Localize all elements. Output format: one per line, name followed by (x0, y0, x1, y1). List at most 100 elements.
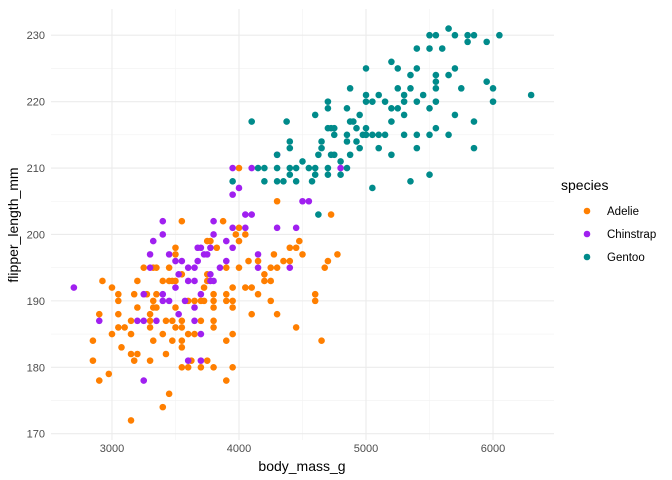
data-point-gentoo (489, 98, 497, 105)
data-point-adelie (210, 363, 217, 371)
series-gentoo (229, 25, 535, 218)
data-point-chinstrap (175, 271, 182, 278)
data-point-adelie (219, 217, 227, 225)
data-point-gentoo (343, 131, 351, 139)
data-point-adelie (165, 264, 173, 271)
data-point-gentoo (362, 91, 370, 99)
data-point-gentoo (273, 178, 281, 185)
legend-label: Gentoo (607, 252, 645, 264)
data-point-gentoo (353, 138, 360, 145)
data-point-gentoo (346, 85, 354, 92)
data-point-gentoo (400, 131, 408, 139)
data-point-gentoo (375, 131, 383, 139)
data-point-adelie (222, 290, 230, 298)
data-point-gentoo (343, 138, 351, 145)
data-point-gentoo (464, 38, 471, 46)
x-tick-label: 3000 (100, 443, 124, 455)
data-point-chinstrap (184, 357, 192, 364)
data-point-chinstrap (273, 224, 281, 232)
data-point-gentoo (324, 104, 332, 112)
data-point-gentoo (375, 144, 383, 152)
data-point-chinstrap (254, 264, 262, 271)
data-point-adelie (318, 337, 325, 345)
data-point-chinstrap (299, 197, 306, 205)
data-point-adelie (146, 310, 154, 318)
data-point-adelie (130, 357, 138, 364)
x-axis-ticks: 3000 4000 5000 6000 (100, 443, 506, 455)
data-point-adelie (172, 251, 179, 258)
data-point-gentoo (457, 85, 465, 92)
data-point-gentoo (369, 184, 376, 192)
data-point-gentoo (362, 98, 370, 105)
data-point-adelie (254, 290, 262, 298)
data-point-gentoo (451, 31, 459, 39)
data-point-gentoo (362, 131, 370, 139)
data-point-chinstrap (165, 251, 173, 258)
data-point-chinstrap (194, 257, 202, 265)
data-point-adelie (178, 217, 186, 225)
data-point-gentoo (273, 151, 281, 159)
data-point-chinstrap (229, 191, 236, 198)
data-point-adelie (292, 324, 300, 331)
y-tick-label: 210 (27, 163, 45, 175)
data-point-adelie (127, 417, 135, 424)
data-point-adelie (95, 377, 103, 384)
data-point-chinstrap (159, 231, 167, 238)
data-point-adelie (273, 310, 281, 318)
data-point-adelie (115, 290, 122, 298)
data-point-adelie (121, 324, 128, 331)
legend-label: Chinstrap (607, 229, 656, 241)
data-point-gentoo (432, 124, 440, 132)
data-point-chinstrap (203, 251, 211, 258)
data-point-adelie (184, 363, 192, 371)
data-point-adelie (267, 264, 275, 271)
data-point-adelie (261, 271, 268, 278)
data-point-gentoo (337, 158, 344, 165)
data-point-adelie (248, 310, 255, 318)
y-tick-label: 190 (27, 296, 45, 308)
legend-label: Adelie (607, 206, 639, 218)
data-point-adelie (286, 244, 294, 252)
x-axis-title: body_mass_g (258, 458, 345, 474)
data-point-adelie (159, 403, 167, 411)
data-point-gentoo (248, 118, 255, 125)
data-point-adelie (153, 290, 160, 298)
data-point-gentoo (400, 98, 408, 105)
data-point-adelie (99, 277, 106, 285)
data-point-adelie (222, 377, 230, 384)
data-point-adelie (299, 251, 306, 258)
data-point-adelie (159, 277, 167, 285)
legend-key-gentoo (583, 253, 591, 261)
data-point-gentoo (394, 104, 402, 112)
data-point-adelie (127, 350, 135, 358)
data-point-gentoo (286, 138, 294, 145)
data-point-gentoo (470, 144, 478, 152)
data-point-gentoo (394, 65, 402, 72)
data-point-gentoo (426, 131, 433, 139)
data-point-gentoo (330, 151, 338, 159)
data-point-chinstrap (178, 257, 186, 265)
data-point-chinstrap (191, 264, 198, 271)
data-point-chinstrap (134, 317, 141, 325)
data-point-adelie (222, 297, 230, 305)
data-point-chinstrap (254, 251, 262, 258)
data-point-adelie (273, 197, 281, 205)
data-point-adelie (270, 251, 278, 258)
data-point-adelie (172, 244, 179, 252)
data-point-chinstrap (337, 164, 344, 172)
data-point-gentoo (407, 71, 414, 79)
data-point-chinstrap (165, 297, 173, 305)
data-point-gentoo (470, 118, 478, 125)
data-point-adelie (197, 317, 205, 325)
data-point-gentoo (489, 85, 497, 92)
data-point-chinstrap (146, 251, 154, 258)
data-point-chinstrap (191, 317, 198, 325)
legend: species Adelie Chinstrap Gentoo (561, 177, 656, 264)
data-point-gentoo (229, 178, 236, 185)
legend-title: species (561, 177, 608, 193)
data-point-adelie (280, 257, 287, 265)
data-point-adelie (162, 317, 170, 325)
data-point-adelie (172, 277, 179, 285)
data-point-adelie (210, 290, 217, 298)
data-point-adelie (311, 297, 319, 305)
